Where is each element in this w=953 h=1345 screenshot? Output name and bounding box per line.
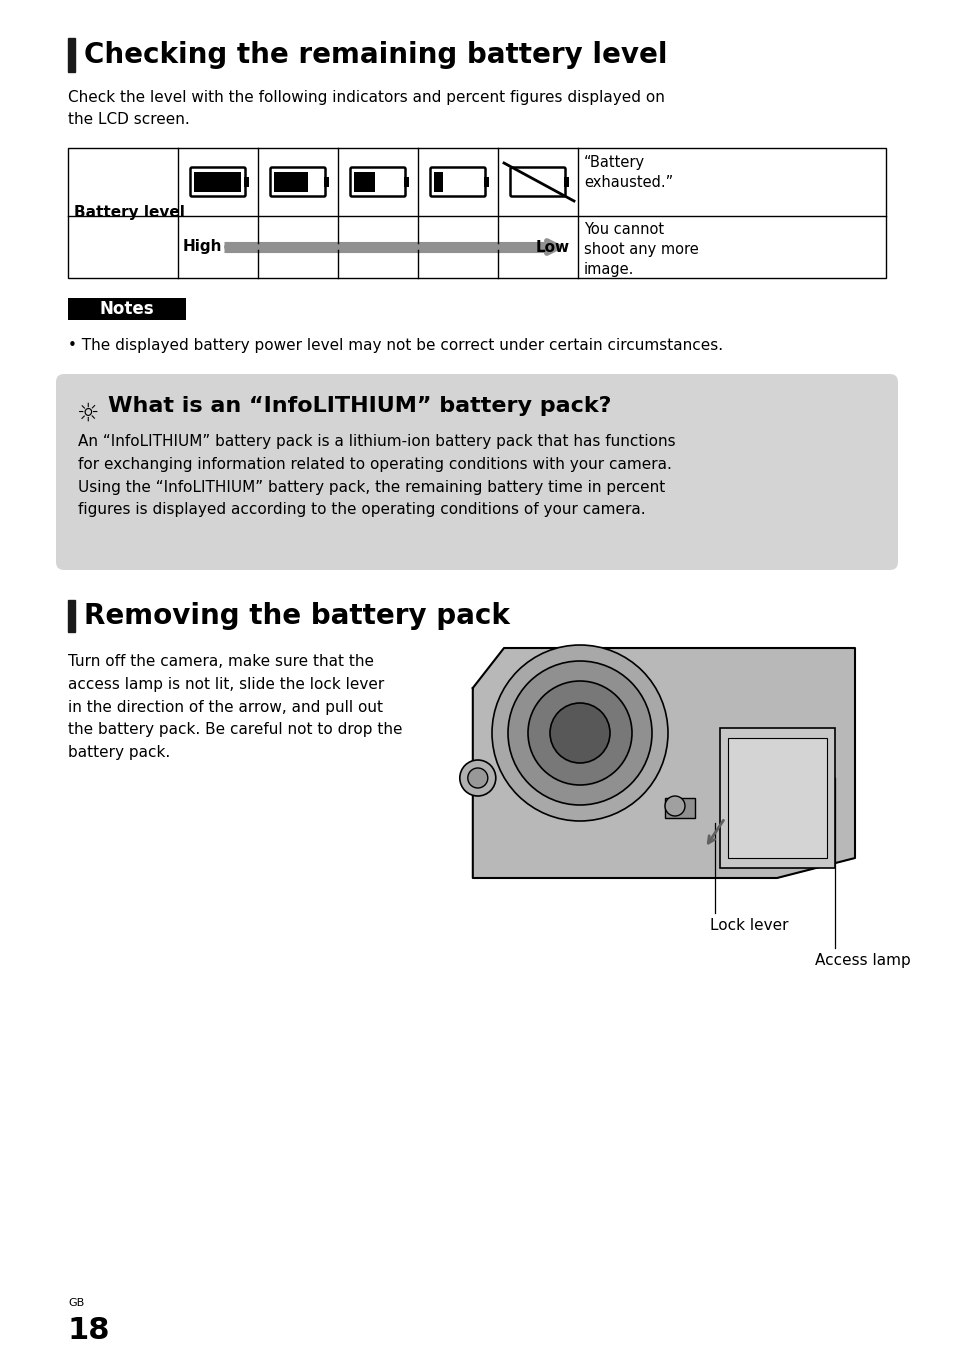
Circle shape	[492, 646, 667, 820]
Circle shape	[527, 681, 631, 785]
Text: You cannot
shoot any more
image.: You cannot shoot any more image.	[583, 222, 698, 277]
Text: Check the level with the following indicators and percent figures displayed on
t: Check the level with the following indic…	[68, 90, 664, 126]
Text: Removing the battery pack: Removing the battery pack	[84, 603, 509, 629]
Text: What is an “InfoLITHIUM” battery pack?: What is an “InfoLITHIUM” battery pack?	[108, 395, 611, 416]
Polygon shape	[473, 648, 854, 878]
Bar	[68, 148, 885, 278]
Text: Access lamp: Access lamp	[814, 954, 910, 968]
Circle shape	[664, 796, 684, 816]
Text: Battery level: Battery level	[74, 206, 185, 221]
Text: Low: Low	[536, 239, 569, 254]
Bar	[194, 172, 241, 192]
Bar	[274, 172, 308, 192]
Circle shape	[550, 703, 609, 763]
Bar	[434, 172, 442, 192]
Text: Turn off the camera, make sure that the
access lamp is not lit, slide the lock l: Turn off the camera, make sure that the …	[68, 654, 402, 760]
Text: Lock lever: Lock lever	[709, 919, 788, 933]
Bar	[720, 728, 834, 868]
Circle shape	[459, 760, 496, 796]
Bar	[244, 176, 249, 187]
Text: “Battery
exhausted.”: “Battery exhausted.”	[583, 155, 673, 190]
Bar	[68, 600, 75, 632]
Bar	[403, 176, 409, 187]
Bar	[483, 176, 489, 187]
Circle shape	[467, 768, 487, 788]
Text: GB: GB	[68, 1298, 84, 1307]
Bar	[563, 176, 568, 187]
Text: • The displayed battery power level may not be correct under certain circumstanc: • The displayed battery power level may …	[68, 338, 722, 352]
Bar	[664, 798, 695, 818]
FancyBboxPatch shape	[56, 374, 897, 570]
Text: 18: 18	[68, 1315, 111, 1345]
Bar	[727, 738, 826, 858]
Text: An “InfoLITHIUM” battery pack is a lithium-ion battery pack that has functions
f: An “InfoLITHIUM” battery pack is a lithi…	[78, 434, 675, 518]
Bar	[324, 176, 329, 187]
Bar	[355, 172, 375, 192]
Text: ☼: ☼	[77, 402, 99, 426]
Circle shape	[507, 660, 651, 806]
Bar	[68, 299, 186, 320]
Text: Notes: Notes	[99, 300, 154, 317]
Text: Checking the remaining battery level: Checking the remaining battery level	[84, 40, 667, 69]
Text: High: High	[183, 239, 222, 254]
Bar	[68, 38, 75, 73]
